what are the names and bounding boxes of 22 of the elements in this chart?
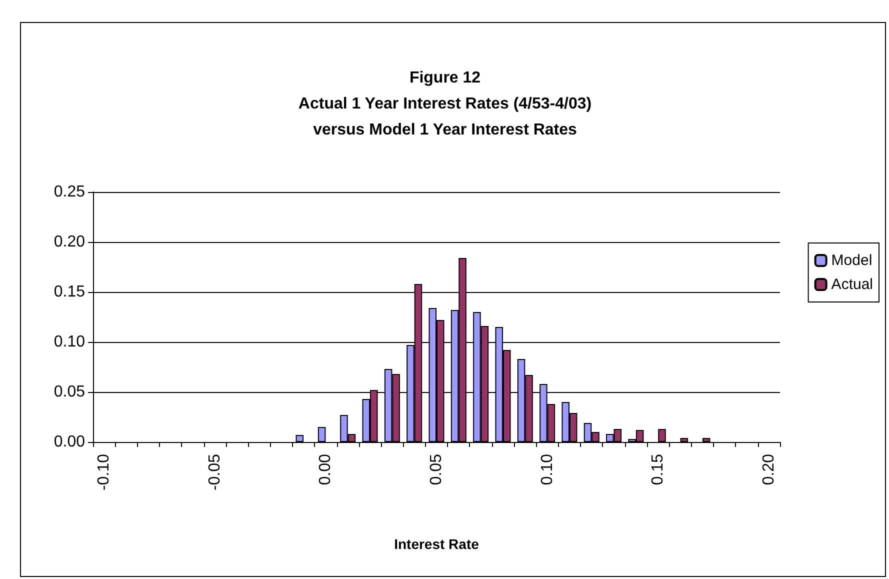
y-tick-label: 0.15 bbox=[54, 284, 86, 300]
x-tick-label: -0.10 bbox=[96, 454, 113, 490]
y-tick-label: 0.05 bbox=[54, 384, 86, 400]
y-tick-label: 0.00 bbox=[54, 434, 86, 450]
y-tick-label: 0.10 bbox=[54, 334, 86, 350]
bar bbox=[296, 435, 304, 442]
legend-label: Model bbox=[831, 252, 872, 269]
y-tick-label: 0.25 bbox=[54, 184, 86, 200]
x-tick-label: -0.05 bbox=[206, 454, 224, 490]
x-tick-label: 0.00 bbox=[317, 454, 334, 486]
bar bbox=[702, 438, 710, 442]
bar bbox=[318, 427, 326, 442]
bar bbox=[658, 429, 666, 442]
x-tick-label: 0.05 bbox=[428, 454, 445, 486]
x-tick-label: 0.15 bbox=[650, 454, 667, 486]
x-axis-title: Interest Rate bbox=[394, 536, 480, 552]
legend-label: Actual bbox=[831, 276, 874, 293]
bar bbox=[680, 438, 688, 442]
y-tick-label: 0.20 bbox=[54, 234, 86, 250]
chart-title: Figure 12 Actual 1 Year Interest Rates (4/53-4/03) versus Model 1 Year Interest Rates bbox=[298, 70, 592, 138]
x-tick-label: 0.20 bbox=[760, 454, 778, 486]
x-tick-label: 0.10 bbox=[538, 454, 556, 486]
